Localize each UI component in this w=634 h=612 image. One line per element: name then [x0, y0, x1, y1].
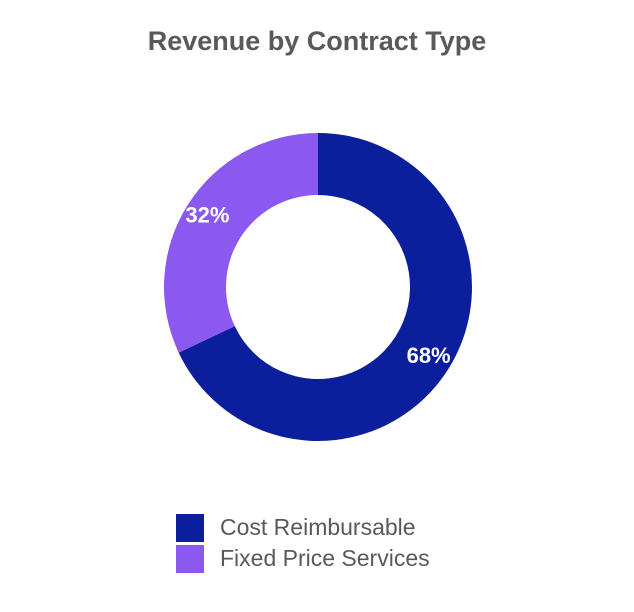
donut-slice-fixed-price-services [163, 133, 318, 353]
legend-item-fixed-price-services: Fixed Price Services [176, 543, 430, 574]
slice-label-fixed-price-services: 32% [185, 203, 229, 228]
chart-title: Revenue by Contract Type [147, 26, 487, 56]
legend-item-cost-reimbursable: Cost Reimbursable [176, 512, 430, 543]
legend-swatch-fixed-price-services [176, 544, 204, 573]
legend-swatch-cost-reimbursable [176, 513, 204, 542]
slice-label-cost-reimbursable: 68% [407, 343, 451, 368]
legend-label-fixed-price-services: Fixed Price Services [220, 545, 430, 571]
donut-slice-cost-reimbursable [178, 133, 473, 441]
legend-label-cost-reimbursable: Cost Reimbursable [220, 514, 416, 540]
legend: Cost Reimbursable Fixed Price Services [176, 512, 430, 574]
